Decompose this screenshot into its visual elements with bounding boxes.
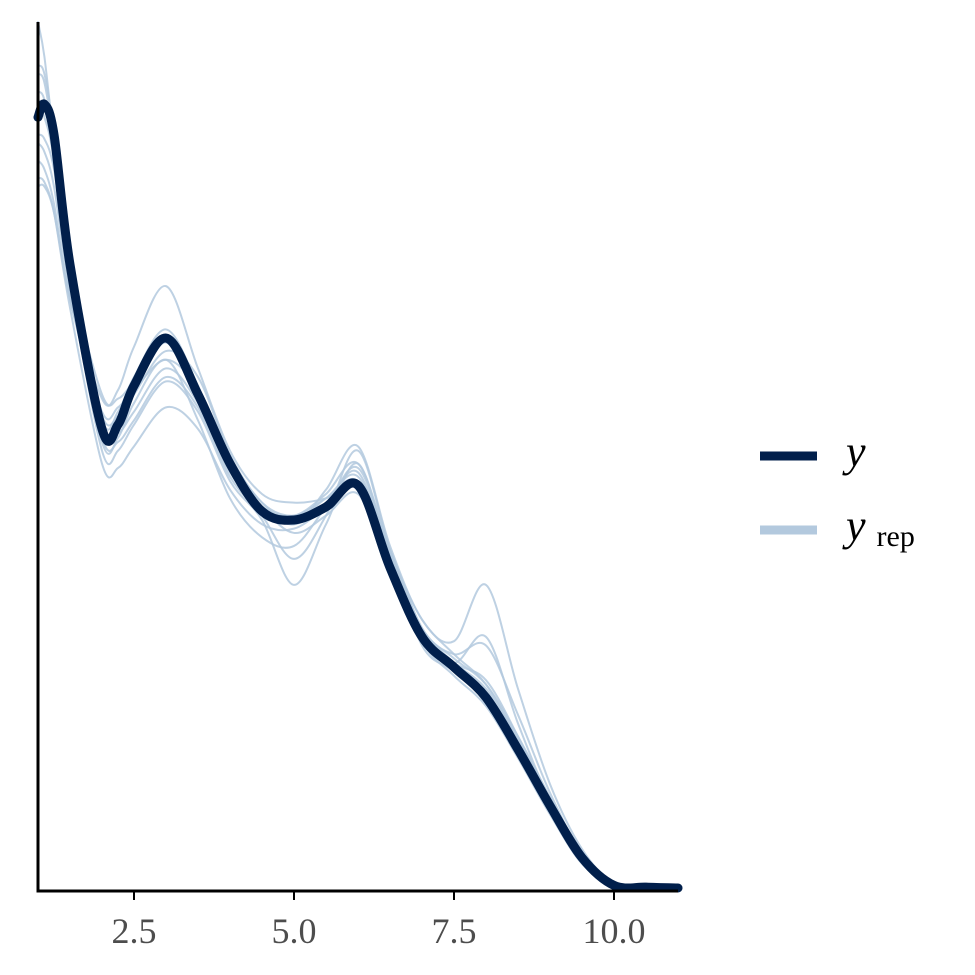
legend: y y rep (760, 427, 915, 553)
legend-label-yrep-sub: rep (877, 520, 915, 553)
legend-label-yrep-base: y (842, 501, 866, 550)
series-yrep-line-10 (37, 142, 679, 889)
series-yrep-line-4 (37, 176, 679, 889)
yrep-series-group (37, 21, 679, 889)
legend-label-y-base: y (842, 427, 866, 476)
y-series-group (33, 99, 683, 893)
series-yrep-line-1 (37, 21, 679, 889)
x-tick-label: 5.0 (272, 911, 317, 951)
x-tick-label: 7.5 (432, 911, 477, 951)
series-yrep-line-8 (37, 183, 679, 889)
series-y-line (33, 99, 683, 893)
series-yrep-line-6 (37, 133, 679, 889)
legend-label-yrep: y rep (842, 501, 915, 553)
x-tick-label: 2.5 (112, 911, 157, 951)
legend-label-y: y (842, 427, 866, 476)
series-yrep-line-3 (37, 159, 679, 889)
x-tick-label: 10.0 (583, 911, 646, 951)
series-yrep-line-7 (37, 107, 679, 889)
x-ticks: 2.5 5.0 7.5 10.0 (112, 891, 646, 951)
